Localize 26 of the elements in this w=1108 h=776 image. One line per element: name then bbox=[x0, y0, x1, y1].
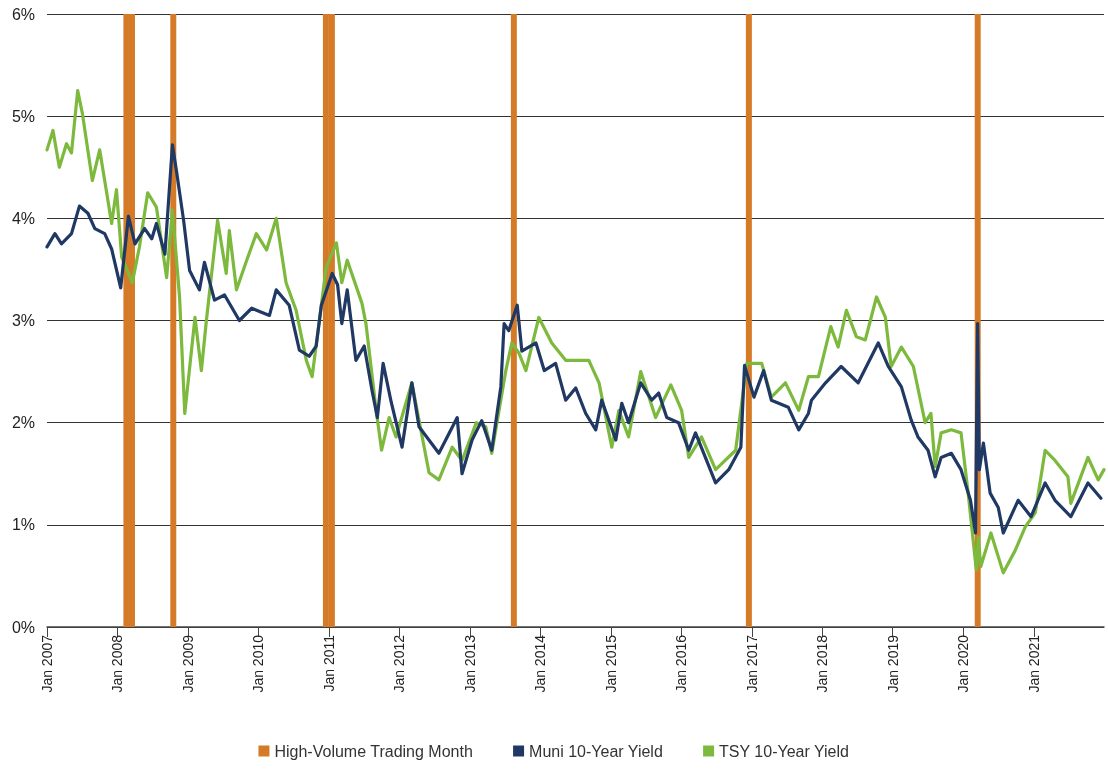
x-tick-label: Jan 2012 bbox=[391, 634, 408, 693]
x-tick-label: Jan 2016 bbox=[673, 634, 690, 693]
x-tick-label: Jan 2014 bbox=[532, 634, 549, 693]
legend-label: TSY 10-Year Yield bbox=[719, 742, 849, 760]
x-tick-label: Jan 2017 bbox=[743, 634, 760, 693]
x-tick-label: Jan 2019 bbox=[884, 634, 901, 693]
y-tick-label: 2% bbox=[11, 414, 35, 432]
x-tick-label: Jan 2015 bbox=[602, 634, 619, 693]
x-tick-label: Jan 2011 bbox=[320, 634, 337, 692]
y-tick-label: 0% bbox=[11, 618, 35, 636]
y-tick-label: 6% bbox=[11, 5, 35, 23]
line-series bbox=[45, 143, 1103, 535]
y-tick-label: 1% bbox=[11, 516, 35, 534]
x-tick-label: Jan 2020 bbox=[955, 634, 972, 693]
x-tick-label: Jan 2010 bbox=[250, 634, 267, 693]
y-tick-label: 3% bbox=[11, 312, 35, 329]
x-tick-label: Jan 2009 bbox=[180, 634, 197, 693]
y-tick-label: 4% bbox=[11, 209, 35, 227]
y-tick-label: 5% bbox=[11, 107, 35, 125]
x-tick-label: Jan 2008 bbox=[109, 634, 126, 693]
x-tick-label: Jan 2021 bbox=[1025, 634, 1042, 693]
x-tick-label: Jan 2018 bbox=[814, 634, 831, 693]
x-tick-label: Jan 2007 bbox=[39, 634, 55, 693]
x-tick-label: Jan 2013 bbox=[461, 634, 478, 693]
legend-label: High-Volume Trading Month bbox=[274, 742, 473, 760]
legend-label: Muni 10-Year Yield bbox=[529, 742, 663, 760]
